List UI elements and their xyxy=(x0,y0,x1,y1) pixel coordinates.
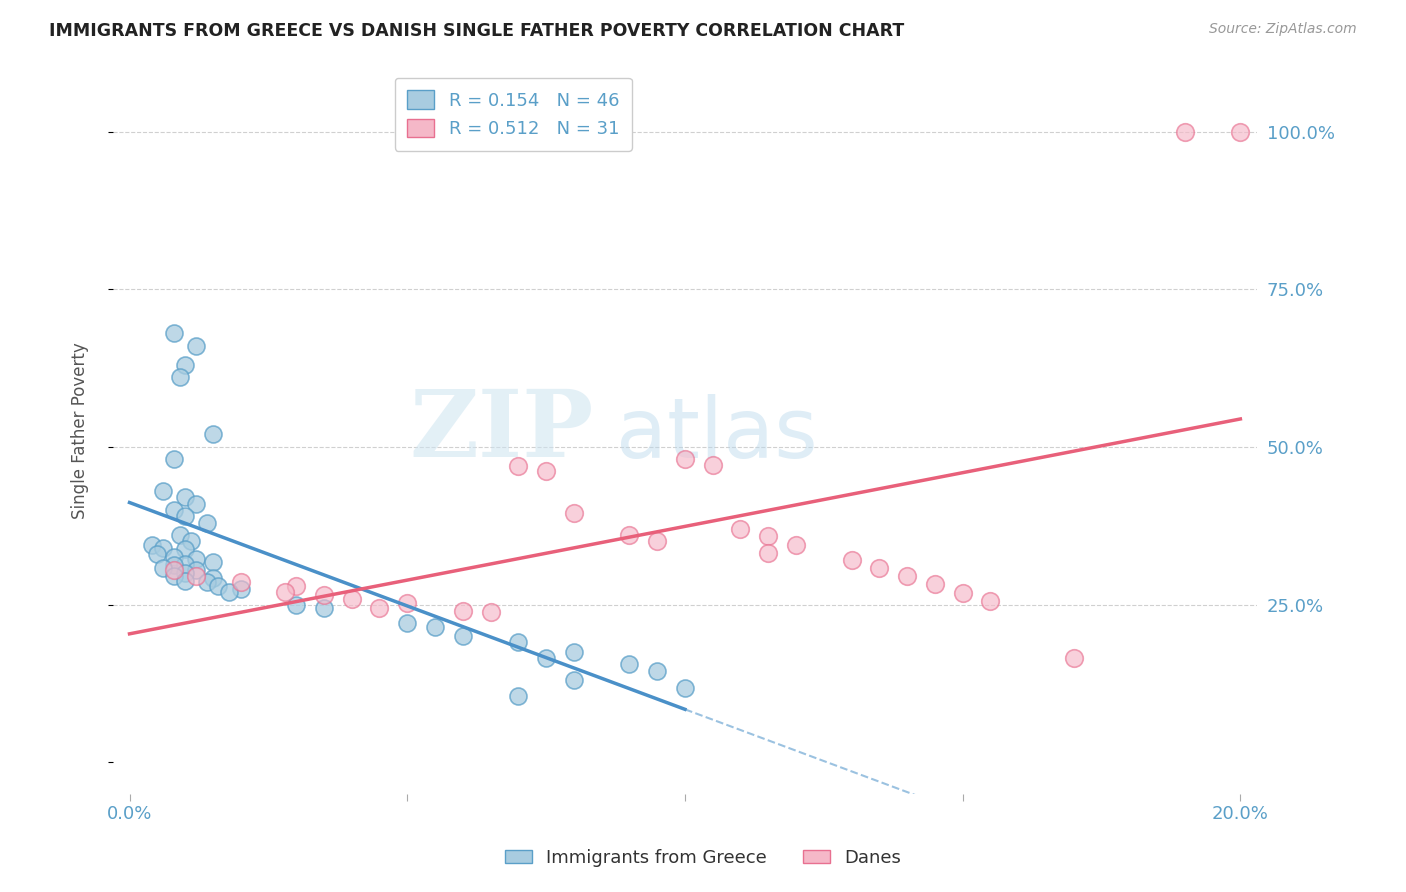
Point xyxy=(163,550,186,565)
Point xyxy=(163,452,186,467)
Point xyxy=(952,586,974,600)
Point xyxy=(534,464,557,478)
Point xyxy=(174,491,197,505)
Point xyxy=(285,598,308,612)
Point xyxy=(186,339,208,353)
Point xyxy=(274,585,297,599)
Text: atlas: atlas xyxy=(616,394,818,475)
Point xyxy=(451,629,474,643)
Point xyxy=(201,571,224,585)
Point xyxy=(508,635,530,649)
Point xyxy=(756,546,779,560)
Point xyxy=(423,619,446,633)
Point xyxy=(186,563,208,577)
Point xyxy=(702,458,724,472)
Point xyxy=(785,538,807,552)
Point xyxy=(508,458,530,473)
Point xyxy=(619,528,641,542)
Point xyxy=(174,509,197,524)
Point xyxy=(152,541,174,555)
Point xyxy=(868,561,890,575)
Point xyxy=(180,534,202,549)
Point xyxy=(285,578,308,592)
Point xyxy=(896,569,918,583)
Point xyxy=(479,605,502,619)
Point xyxy=(174,541,197,556)
Point xyxy=(1063,651,1085,665)
Point xyxy=(979,594,1001,608)
Point xyxy=(201,427,224,442)
Point xyxy=(163,569,186,583)
Point xyxy=(186,497,208,511)
Point xyxy=(195,516,218,530)
Point xyxy=(169,528,191,542)
Point xyxy=(562,673,585,688)
Point xyxy=(163,503,186,517)
Point xyxy=(146,547,169,561)
Point xyxy=(163,563,186,577)
Point xyxy=(312,600,335,615)
Point xyxy=(218,585,240,599)
Point xyxy=(534,651,557,665)
Point xyxy=(730,522,752,536)
Point xyxy=(368,600,391,615)
Y-axis label: Single Father Poverty: Single Father Poverty xyxy=(72,343,89,519)
Point xyxy=(1229,125,1251,139)
Point xyxy=(924,577,946,591)
Point xyxy=(152,561,174,575)
Point xyxy=(841,553,863,567)
Point xyxy=(756,529,779,543)
Point xyxy=(207,578,229,592)
Text: ZIP: ZIP xyxy=(409,386,593,476)
Point xyxy=(195,575,218,590)
Point xyxy=(174,358,197,372)
Point xyxy=(169,370,191,384)
Point xyxy=(229,582,252,596)
Legend: R = 0.154   N = 46, R = 0.512   N = 31: R = 0.154 N = 46, R = 0.512 N = 31 xyxy=(395,78,631,151)
Point xyxy=(645,664,668,678)
Point xyxy=(229,575,252,590)
Point xyxy=(174,574,197,588)
Point xyxy=(451,604,474,618)
Point xyxy=(508,689,530,703)
Point xyxy=(163,558,186,573)
Point xyxy=(673,681,696,695)
Point xyxy=(174,566,197,580)
Point xyxy=(562,506,585,520)
Point xyxy=(562,645,585,659)
Point xyxy=(340,592,363,607)
Point xyxy=(174,557,197,571)
Point xyxy=(201,555,224,569)
Legend: Immigrants from Greece, Danes: Immigrants from Greece, Danes xyxy=(498,842,908,874)
Point xyxy=(396,616,419,631)
Text: Source: ZipAtlas.com: Source: ZipAtlas.com xyxy=(1209,22,1357,37)
Point xyxy=(645,534,668,549)
Point xyxy=(141,538,163,552)
Point xyxy=(186,552,208,566)
Point xyxy=(163,326,186,341)
Point xyxy=(312,588,335,602)
Point xyxy=(152,483,174,498)
Point xyxy=(673,452,696,467)
Text: IMMIGRANTS FROM GREECE VS DANISH SINGLE FATHER POVERTY CORRELATION CHART: IMMIGRANTS FROM GREECE VS DANISH SINGLE … xyxy=(49,22,904,40)
Point xyxy=(186,569,208,583)
Point xyxy=(396,596,419,610)
Point xyxy=(619,657,641,672)
Point xyxy=(1174,125,1197,139)
